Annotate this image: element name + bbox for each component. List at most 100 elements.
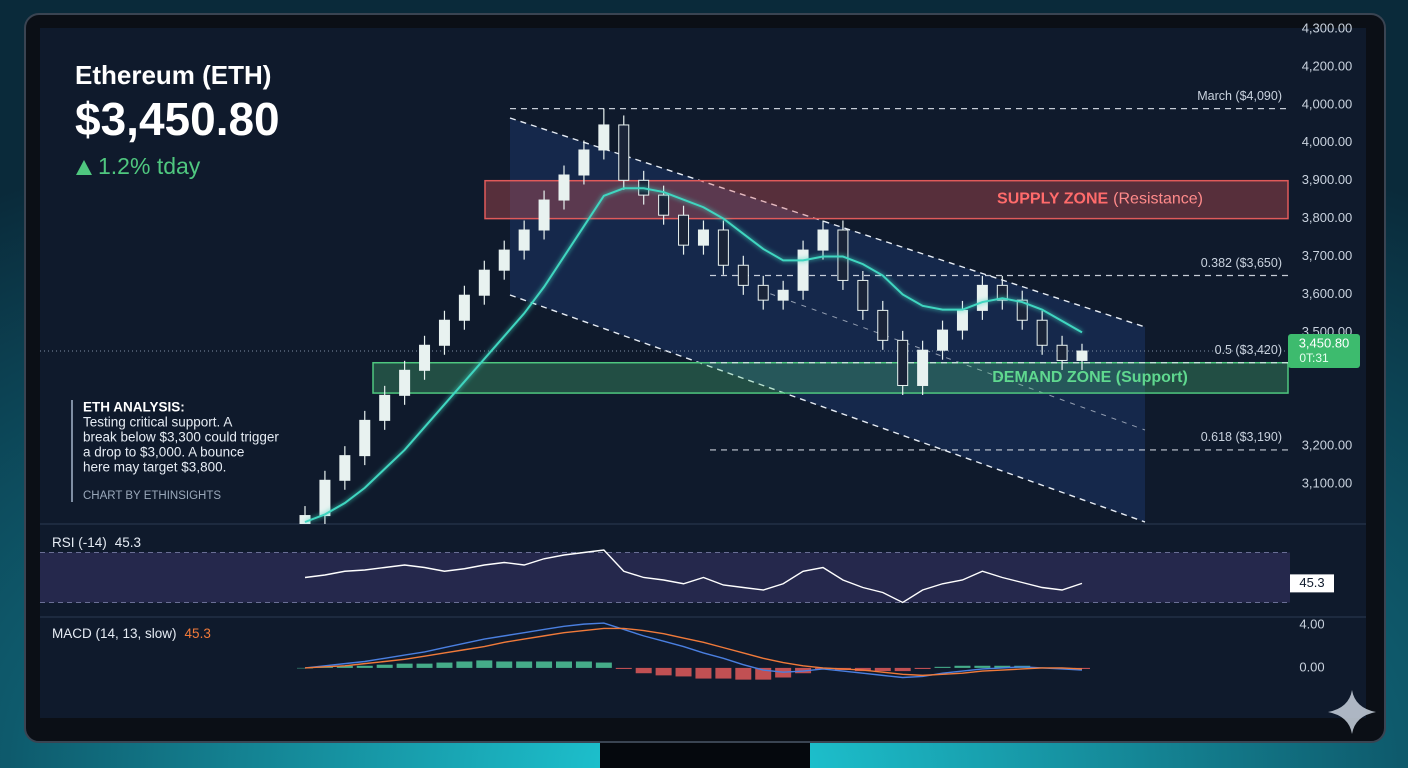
candle-body (598, 124, 610, 151)
rsi-name: RSI (-14) (52, 535, 107, 550)
candle-body (618, 124, 630, 181)
candle-body (498, 249, 510, 271)
candle-body (678, 214, 690, 246)
y-tick-label: 4,000.00 (1302, 134, 1353, 149)
macd-histogram-bar (496, 661, 513, 668)
macd-histogram-bar (974, 665, 991, 668)
supply-zone-name: SUPPLY ZONE (997, 191, 1108, 208)
supply-zone-note: (Resistance) (1113, 191, 1203, 208)
channel-mid-line (759, 289, 1146, 431)
logo (1328, 690, 1376, 734)
main-plot (40, 108, 1290, 524)
price-tag-timer: 0T:31 (1299, 351, 1329, 365)
macd-histogram-bar (456, 661, 473, 668)
candle-body (1056, 344, 1068, 361)
channel-line (509, 294, 1146, 523)
candle-body (359, 419, 371, 457)
macd-value: 45.3 (185, 626, 211, 641)
level-label: 0.618 ($3,190) (1201, 430, 1282, 444)
title: Ethereum (ETH) (75, 60, 271, 90)
moving-average (304, 187, 1083, 523)
macd-histogram-bar (396, 663, 413, 668)
level-label: 0.382 ($3,650) (1201, 256, 1282, 270)
level-label: 0.5 ($3,420) (1215, 343, 1282, 357)
y-tick-label: 3,800.00 (1302, 210, 1353, 225)
macd-histogram-bar (735, 667, 752, 680)
up-arrow (76, 160, 92, 175)
annotation-line: a drop to $3,000. A bounce (83, 445, 244, 460)
macd-histogram-bar (914, 667, 931, 669)
candle-body (1016, 299, 1028, 321)
macd-histogram-bar (675, 667, 692, 677)
candle-body (996, 284, 1008, 301)
macd-histogram-bar (516, 661, 533, 668)
supply-zone (484, 179, 1289, 220)
macd-histogram-bar (615, 667, 632, 669)
price-tag-value: 3,450.80 (1299, 335, 1350, 350)
macd-histogram-bar (595, 662, 612, 668)
macd-histogram-bar (934, 666, 951, 668)
candle-body (438, 319, 450, 346)
macd-histogram-bar (476, 660, 493, 668)
candle-body (1036, 319, 1048, 346)
candle-body (339, 455, 351, 481)
candle-body (937, 329, 949, 351)
y-tick-label: 3,200.00 (1302, 438, 1353, 453)
rsi-tag-value: 45.3 (1299, 575, 1324, 590)
price-change: 1.2% tday (98, 153, 201, 179)
candle-body (458, 294, 470, 321)
macd-histogram-bar (655, 667, 672, 676)
candle-body (956, 309, 968, 331)
macd-histogram-bar (994, 665, 1011, 668)
rsi-value: 45.3 (115, 535, 141, 550)
candle-body (917, 349, 929, 386)
candle-body (379, 394, 391, 421)
macd-line (304, 622, 1083, 679)
annotation-heading: ETH ANALYSIS: (83, 400, 185, 415)
candle-body (837, 229, 849, 281)
y-tick-label: 4,000.00 (1302, 96, 1353, 111)
price: $3,450.80 (75, 93, 280, 145)
candle-body (877, 309, 889, 341)
candle-body (538, 199, 550, 231)
annotation-line: break below $3,300 could trigger (83, 430, 279, 445)
macd-histogram-bar (874, 667, 891, 672)
rsi-label: RSI (-14) 45.3 (52, 535, 141, 550)
macd-histogram-bar (715, 667, 732, 679)
candle-body (399, 369, 411, 396)
macd-histogram-bar (575, 661, 592, 668)
candle-body (658, 194, 670, 216)
macd-name: MACD (14, 13, slow) (52, 626, 177, 641)
macd-histogram-bar (695, 667, 712, 679)
macd-histogram-bar (336, 665, 353, 668)
candle-body (717, 229, 729, 266)
demand-zone-label: DEMAND ZONE (Support) (992, 369, 1188, 386)
annotation-credit: CHART BY ETHINSIGHTS (83, 490, 221, 502)
rsi-line (304, 549, 1083, 604)
macd-histogram-bar (755, 667, 772, 680)
macd-histogram-bar (297, 667, 313, 669)
y-tick-label: 4,200.00 (1302, 58, 1353, 73)
candle-body (757, 284, 769, 301)
candle-body (1076, 350, 1088, 361)
rsi-tag (1290, 574, 1334, 593)
supply-zone-label: SUPPLY ZONE (Resistance) (997, 191, 1203, 208)
macd-label: MACD (14, 13, slow) 45.3 (52, 626, 211, 641)
macd-histogram-bar (436, 662, 453, 668)
annotation-line: here may target $3,800. (83, 460, 226, 475)
rsi-band (40, 552, 1290, 603)
candle-body (857, 279, 869, 311)
candle-body (897, 339, 909, 386)
level-label: March ($4,090) (1197, 89, 1282, 103)
y-tick-label: 3,700.00 (1302, 248, 1353, 263)
candle-body (777, 289, 789, 301)
signal-line (304, 627, 1083, 677)
candle-body (518, 229, 530, 251)
candle-body (697, 229, 709, 246)
macd-histogram-bar (416, 663, 433, 668)
y-tick-label: 3,600.00 (1302, 286, 1353, 301)
candle-body (797, 249, 809, 291)
demand-zone (372, 361, 1289, 394)
